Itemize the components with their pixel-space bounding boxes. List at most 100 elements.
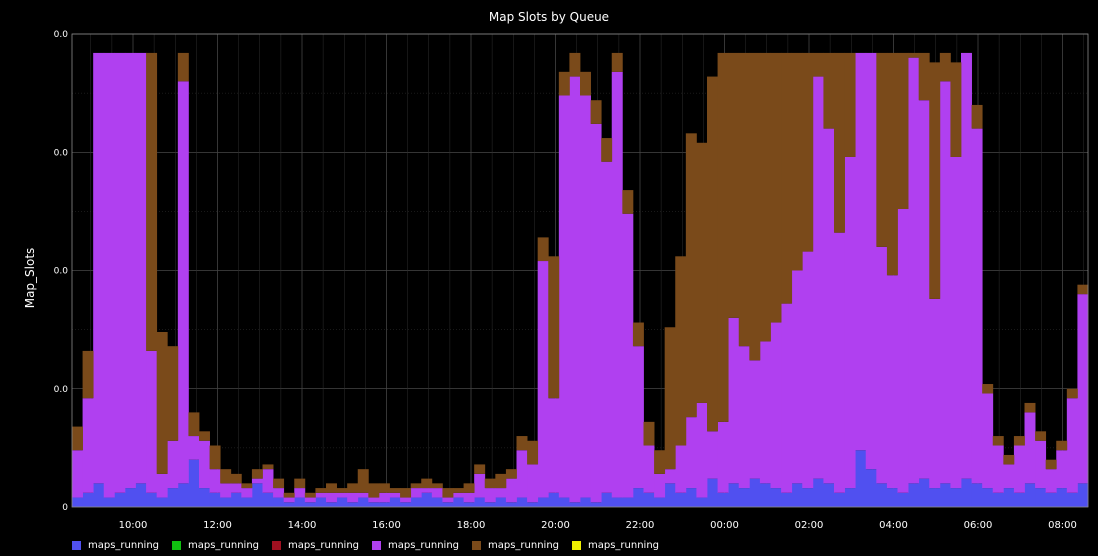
legend-swatch [72, 540, 81, 550]
area-column [304, 492, 316, 498]
legend-label: maps_running [188, 539, 260, 551]
area-column [643, 492, 655, 507]
area-column [1003, 454, 1015, 465]
area-column [442, 497, 454, 503]
area-column [146, 350, 158, 493]
area-column [749, 478, 761, 507]
area-column [400, 497, 412, 503]
area-column [643, 421, 655, 446]
area-column [389, 488, 401, 493]
area-column [992, 445, 1004, 493]
area-column [537, 261, 549, 498]
area-column [177, 81, 189, 484]
area-column [103, 52, 115, 498]
legend-item: maps_running [272, 537, 372, 553]
x-tick-label: 00:00 [710, 520, 739, 531]
area-column [918, 478, 930, 507]
area-column [707, 478, 718, 507]
area-column [664, 469, 676, 484]
area-column [1013, 492, 1025, 507]
area-column [516, 497, 528, 507]
area-column [1003, 464, 1015, 489]
area-column [273, 488, 285, 498]
area-column [749, 52, 761, 361]
area-column [569, 76, 581, 503]
area-column [664, 327, 676, 470]
area-column [622, 213, 634, 498]
area-column [654, 473, 666, 498]
area-column [93, 52, 105, 484]
area-column [717, 492, 729, 507]
area-column [939, 81, 951, 484]
legend: maps_running maps_running maps_running maps… [72, 537, 672, 553]
area-column [580, 497, 591, 507]
area-column [1024, 412, 1036, 484]
area-column [209, 445, 221, 470]
area-column [886, 275, 898, 489]
area-column [357, 492, 369, 498]
area-column [453, 497, 464, 507]
area-column [1035, 488, 1047, 507]
area-column [558, 497, 570, 507]
area-column [601, 138, 613, 162]
x-tick-label: 22:00 [626, 520, 655, 531]
area-column [1024, 402, 1036, 413]
series-3 [72, 52, 1089, 503]
area-column [82, 350, 94, 399]
area-column [1035, 440, 1047, 489]
area-column [389, 492, 401, 498]
area-column [72, 450, 83, 498]
area-column [336, 497, 348, 507]
x-tick-label: 18:00 [457, 520, 486, 531]
area-column [368, 502, 380, 507]
area-column [675, 445, 687, 493]
area-column [389, 497, 401, 507]
area-column [1077, 294, 1089, 484]
legend-item: maps_running [372, 537, 472, 553]
area-column [188, 436, 200, 460]
area-column [611, 497, 623, 507]
area-column [167, 488, 179, 507]
area-column [632, 322, 644, 347]
area-column [738, 488, 750, 507]
area-column [886, 488, 898, 507]
area-column [230, 483, 242, 493]
y-axis-label: Map_Slots [23, 248, 37, 309]
area-column [791, 483, 803, 507]
area-column [1077, 284, 1089, 295]
area-column [103, 497, 115, 507]
area-column [304, 497, 316, 503]
x-tick-label: 20:00 [541, 520, 570, 531]
area-column [685, 488, 697, 507]
area-column [474, 464, 486, 474]
area-column [304, 502, 316, 507]
area-column [558, 71, 570, 96]
legend-label: maps_running [588, 539, 660, 551]
area-column [156, 473, 168, 498]
area-column [643, 445, 655, 493]
area-column [167, 440, 179, 489]
area-column [336, 492, 348, 498]
area-column [315, 488, 327, 493]
area-column [590, 100, 602, 124]
area-column [72, 497, 83, 507]
area-column [199, 488, 210, 507]
area-column [992, 492, 1004, 507]
area-column [357, 469, 369, 493]
area-column [632, 346, 644, 489]
series-layer [72, 52, 1089, 507]
area-column [283, 502, 295, 507]
area-column [505, 469, 517, 479]
area-column [908, 483, 920, 507]
area-column [971, 483, 983, 507]
area-column [844, 488, 856, 507]
area-column [770, 322, 782, 489]
area-column [950, 62, 962, 157]
area-column [505, 478, 517, 503]
chart-title: Map Slots by Queue [489, 10, 609, 24]
x-tick-label: 04:00 [879, 520, 908, 531]
area-column [580, 71, 591, 96]
area-column [505, 502, 517, 507]
area-column [199, 440, 210, 489]
x-tick-label: 10:00 [119, 520, 148, 531]
